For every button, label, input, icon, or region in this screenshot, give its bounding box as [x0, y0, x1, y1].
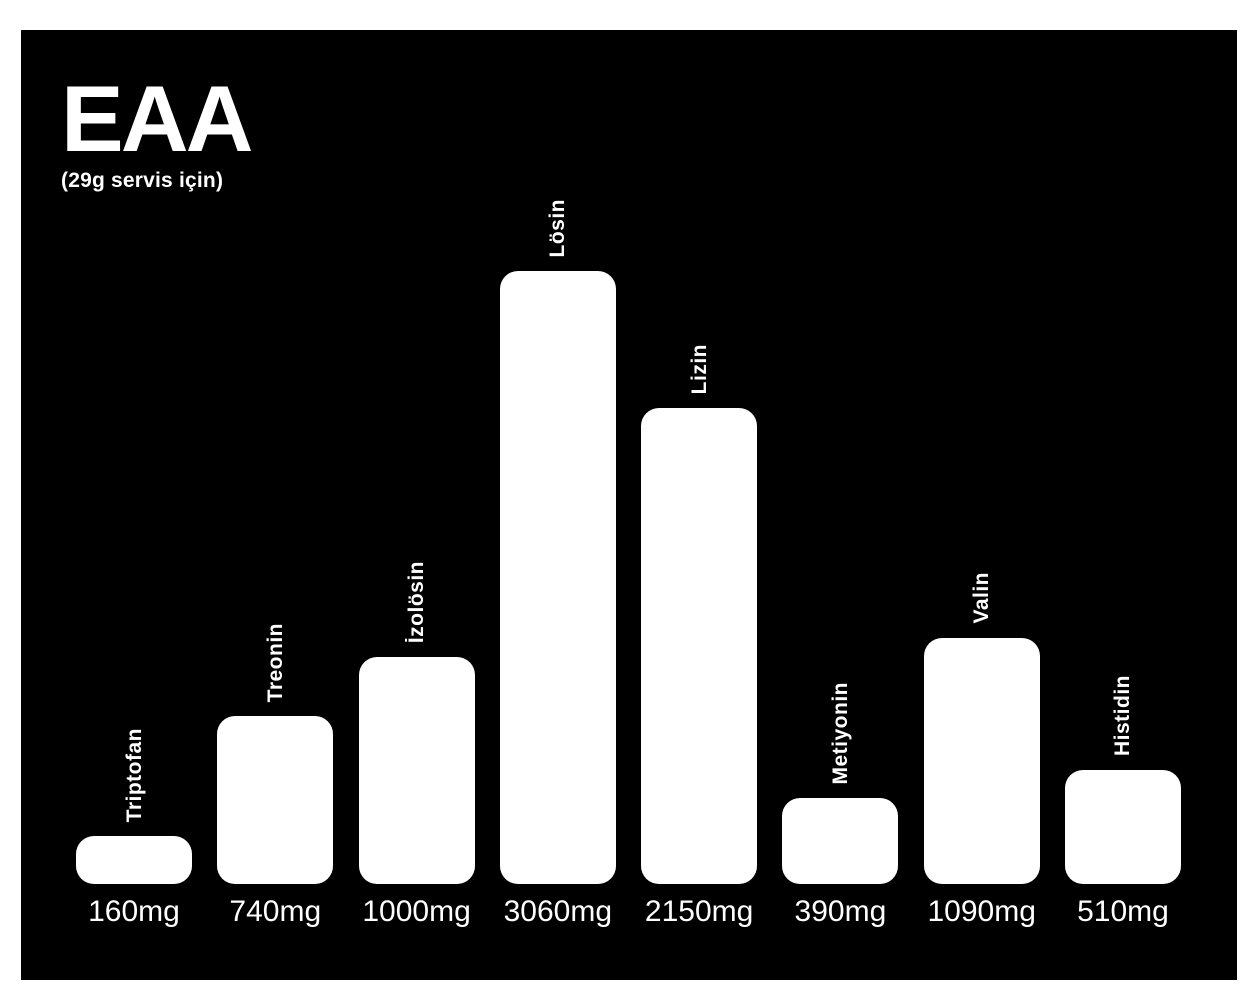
bar-category-label: İzolösin [405, 560, 429, 643]
bar-value-label: 1000mg [362, 895, 471, 928]
bar-value-label: 160mg [88, 895, 180, 928]
bar [499, 271, 616, 884]
bar [641, 408, 758, 884]
bar-group-lösin: Lösin 3060mg [499, 198, 616, 928]
bar [782, 798, 899, 884]
bar-category-label: Histidin [1111, 675, 1135, 756]
bar-value-label: 740mg [229, 895, 322, 928]
bar [358, 657, 475, 884]
bar-group-lizin: Lizin 2150mg [641, 343, 758, 928]
bar-category-label: Valin [970, 572, 994, 624]
bar-value-label: 3060mg [503, 895, 613, 928]
chart-subtitle: (29g servis için) [61, 169, 224, 192]
chart-title: EAA [61, 66, 253, 171]
bar [217, 716, 334, 884]
bar [76, 836, 192, 884]
bar-category-label: Treonin [263, 622, 287, 702]
title-block: EAA (29g servis için) [61, 66, 253, 193]
bar-value-label: 510mg [1077, 895, 1169, 928]
bar-category-label: Triptofan [122, 727, 146, 822]
bar-category-label: Metiyonin [828, 681, 852, 785]
bar-group-i̇zolösin: İzolösin 1000mg [358, 560, 475, 928]
bar [923, 638, 1040, 884]
bar [1064, 770, 1181, 884]
bar-group-histidin: Histidin 510mg [1064, 675, 1181, 928]
bar-group-treonin: Treonin 740mg [217, 622, 334, 928]
bar-group-valin: Valin 1090mg [923, 572, 1040, 928]
bar-value-label: 1090mg [927, 895, 1036, 928]
bar-value-label: 390mg [794, 895, 887, 928]
bar-group-triptofan: Triptofan 160mg [76, 728, 192, 928]
bar-category-label: Lizin [687, 343, 711, 394]
bar-value-label: 2150mg [644, 895, 754, 928]
bar-category-label: Lösin [546, 198, 570, 258]
bar-group-metiyonin: Metiyonin 390mg [782, 681, 899, 928]
chart-canvas: EAA (29g servis için) Triptofan 160mg Tr… [21, 30, 1237, 980]
bar-chart: Triptofan 160mg Treonin 740mg İzolösin 1… [76, 198, 1181, 928]
